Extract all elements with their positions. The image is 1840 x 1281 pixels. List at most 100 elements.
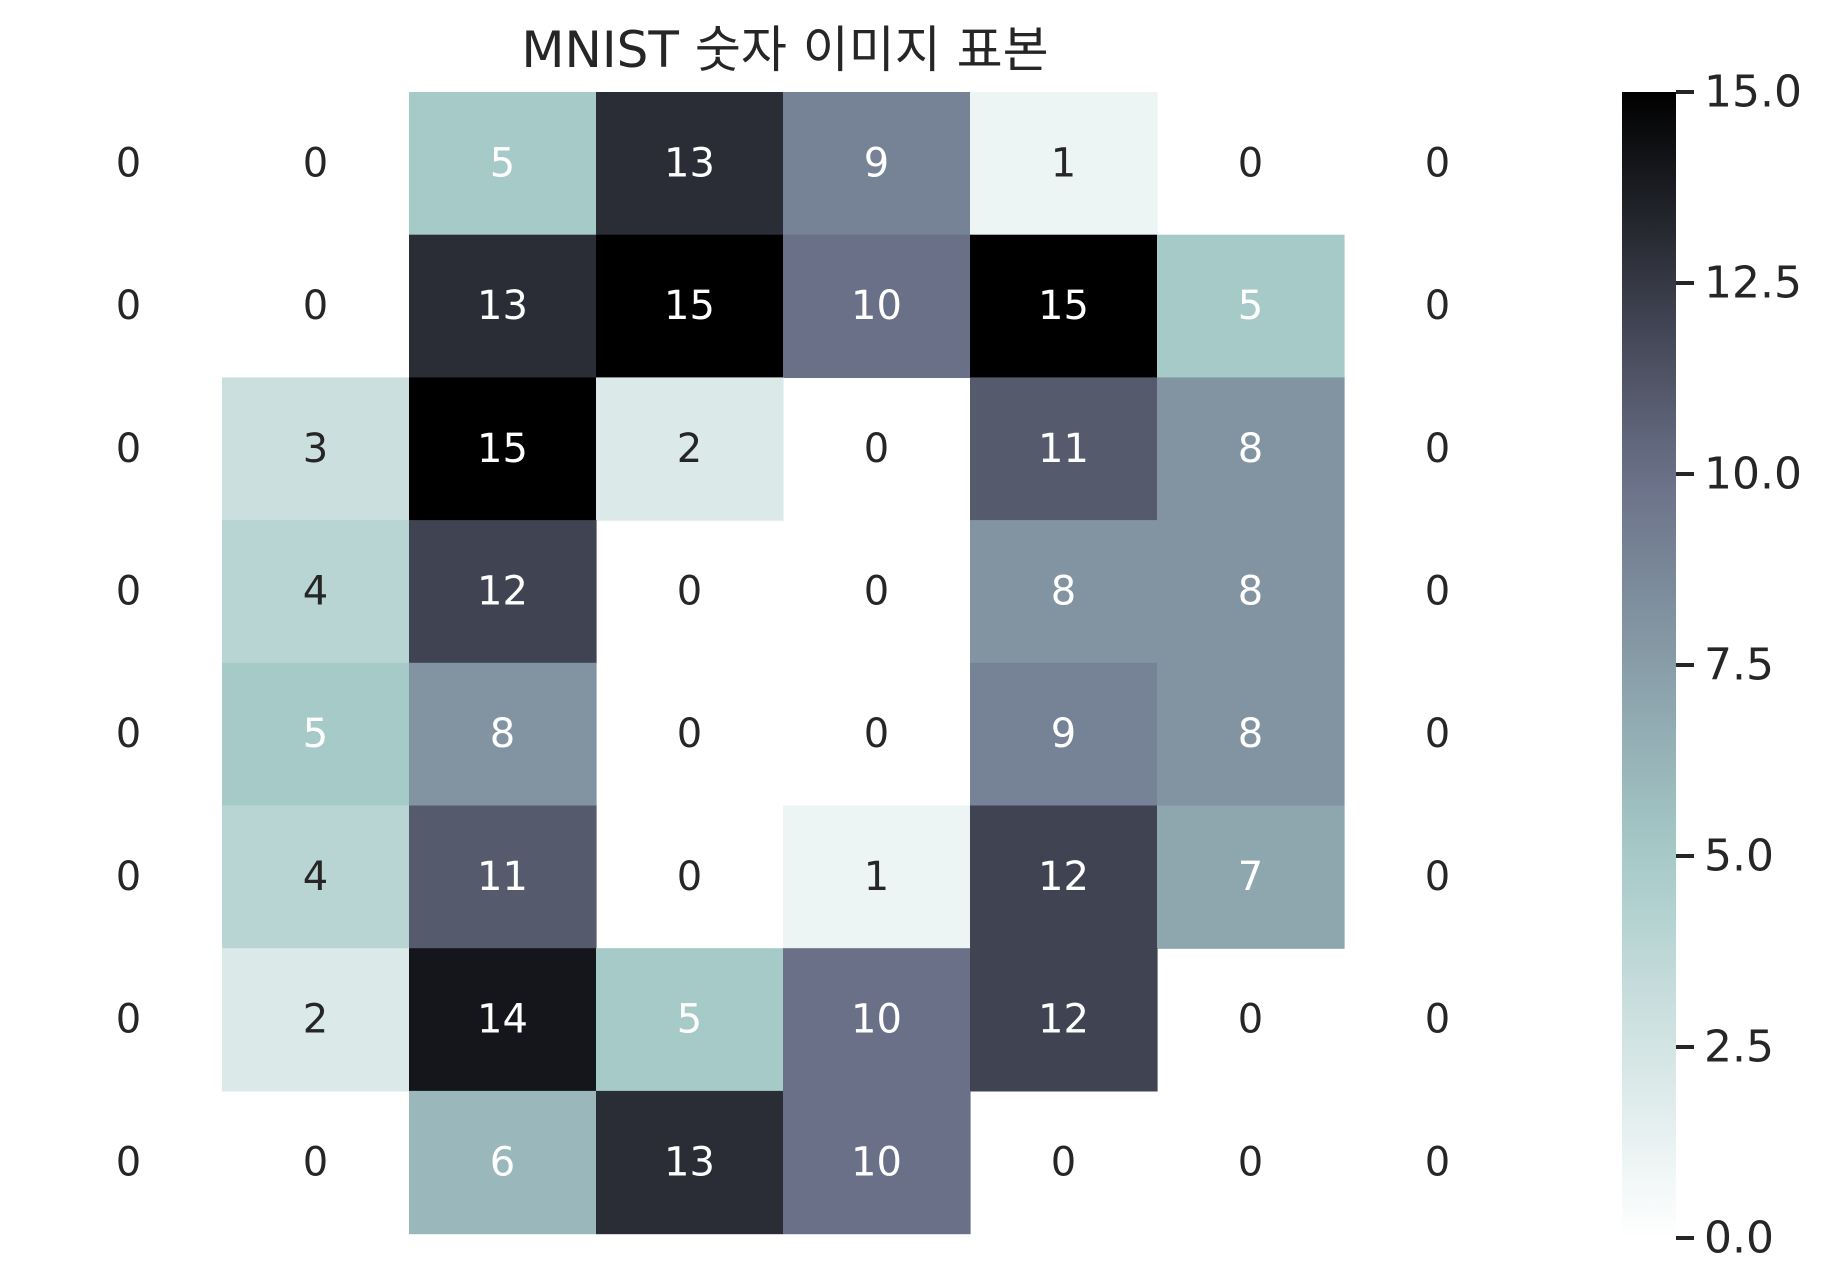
heatmap-cell-label: 0 [677, 568, 702, 614]
heatmap-cell [409, 520, 597, 664]
heatmap-cell [783, 1090, 971, 1235]
colorbar-tick-label: 7.5 [1704, 640, 1774, 691]
colorbar [1622, 92, 1676, 1238]
heatmap-cell [970, 92, 1158, 236]
heatmap-cell-label: 10 [851, 997, 902, 1043]
heatmap-cells [222, 92, 1345, 1235]
heatmap-cell-label: 10 [851, 283, 902, 329]
heatmap-cell [1157, 662, 1345, 807]
colorbar-tick-label: 15.0 [1704, 67, 1802, 118]
heatmap-cell-label: 0 [1425, 854, 1450, 900]
heatmap-cell-label: 10 [851, 1139, 902, 1185]
heatmap-cell-label: 0 [1238, 1139, 1263, 1185]
heatmap-cell-label: 4 [303, 568, 328, 614]
heatmap-cell-label: 8 [1051, 568, 1076, 614]
heatmap-cell-label: 0 [1238, 140, 1263, 186]
heatmap-cell [783, 92, 971, 236]
heatmap-cell [409, 805, 597, 949]
heatmap-cell-label: 0 [864, 568, 889, 614]
heatmap-cell-label: 0 [303, 283, 328, 329]
heatmap-cell-label: 0 [116, 1139, 141, 1185]
heatmap-cell [596, 92, 784, 236]
heatmap-cell-label: 0 [116, 140, 141, 186]
heatmap-cell-label: 0 [116, 568, 141, 614]
heatmap-cell-label: 0 [1425, 426, 1450, 472]
colorbar-tick-label: 12.5 [1704, 258, 1802, 309]
heatmap-cell [596, 948, 784, 1092]
heatmap-cell-label: 0 [1425, 997, 1450, 1043]
heatmap-cell [970, 377, 1158, 521]
heatmap-cell [222, 520, 410, 664]
heatmap-cell-label: 15 [664, 283, 715, 329]
heatmap-cell-label: 5 [1238, 283, 1263, 329]
heatmap-cell-label: 0 [864, 711, 889, 757]
heatmap-cell [409, 377, 597, 521]
heatmap-cell-label: 0 [864, 426, 889, 472]
heatmap-cell-label: 0 [116, 997, 141, 1043]
heatmap-cell-label: 11 [477, 854, 528, 900]
heatmap-cell-label: 8 [1238, 568, 1263, 614]
heatmap-cell-label: 11 [1038, 426, 1089, 472]
heatmap-cell-label: 5 [490, 140, 515, 186]
heatmap-cell-label: 13 [664, 140, 715, 186]
heatmap-cell [783, 948, 971, 1092]
heatmap-cell [970, 662, 1158, 807]
heatmap-cell-label: 0 [677, 854, 702, 900]
heatmap-cell [409, 948, 597, 1092]
heatmap-cell-label: 1 [864, 854, 889, 900]
heatmap-cell-label: 2 [303, 997, 328, 1043]
heatmap-cell-label: 0 [1425, 1139, 1450, 1185]
heatmap-cell-label: 0 [1425, 140, 1450, 186]
heatmap-cell-label: 12 [1038, 997, 1089, 1043]
heatmap-cell-label: 3 [303, 426, 328, 472]
heatmap-cell-label: 0 [1425, 283, 1450, 329]
heatmap-cell-label: 15 [1038, 283, 1089, 329]
heatmap-cell-label: 8 [1238, 711, 1263, 757]
heatmap-cell-label: 0 [677, 711, 702, 757]
colorbar-tick-label: 0.0 [1704, 1213, 1774, 1264]
heatmap-cell-label: 0 [1425, 568, 1450, 614]
heatmap-cell-label: 13 [664, 1139, 715, 1185]
heatmap-cell [970, 520, 1158, 664]
heatmap-cell-label: 1 [1051, 140, 1076, 186]
heatmap-cell [409, 662, 597, 807]
heatmap-cell [596, 1090, 784, 1235]
heatmap-cell [1157, 377, 1345, 521]
heatmap-cell-label: 0 [303, 140, 328, 186]
colorbar-tick-label: 10.0 [1704, 449, 1802, 500]
heatmap-cell-labels: 0 0 5 13 9 1 0 00 0 13 15 10 15 5 00 3 15 2 0 11 8 00 4 12 0 0 8 8 0… [116, 140, 1450, 1185]
heatmap-cell [970, 948, 1158, 1092]
heatmap-cell [409, 1090, 597, 1235]
heatmap-cell-label: 0 [1425, 711, 1450, 757]
heatmap-cell-label: 7 [1238, 854, 1263, 900]
heatmap-cell-label: 12 [1038, 854, 1089, 900]
heatmap-cell [783, 234, 971, 378]
heatmap-cell [222, 662, 410, 807]
heatmap-cell [1157, 805, 1345, 949]
colorbar-tick-label: 2.5 [1704, 1022, 1774, 1073]
heatmap-cell [409, 92, 597, 236]
heatmap-cell [596, 234, 784, 378]
heatmap-cell-label: 8 [1238, 426, 1263, 472]
heatmap-cell [1157, 234, 1345, 378]
colorbar-tick-label: 5.0 [1704, 831, 1774, 882]
heatmap-cell [783, 805, 971, 949]
chart-title: MNIST 숫자 이미지 표본 [521, 21, 1048, 79]
heatmap-cell [222, 377, 410, 521]
heatmap-cell-label: 0 [303, 1139, 328, 1185]
heatmap-cell-label: 4 [303, 854, 328, 900]
heatmap-cell-label: 9 [1051, 711, 1076, 757]
heatmap-cell [970, 234, 1158, 378]
heatmap-cell [596, 377, 784, 521]
heatmap-cell-label: 0 [1238, 997, 1263, 1043]
colorbar-ticks: 0.0 2.5 5.0 7.5 10.0 12.5 15.0 [1676, 67, 1802, 1264]
heatmap-cell-label: 0 [116, 854, 141, 900]
heatmap-cell-label: 2 [677, 426, 702, 472]
heatmap-cell [222, 948, 410, 1092]
heatmap-cell-label: 5 [677, 997, 702, 1043]
heatmap-cell-label: 0 [116, 426, 141, 472]
heatmap-cell-label: 8 [490, 711, 515, 757]
heatmap-cell-label: 14 [477, 997, 528, 1043]
heatmap-cell [409, 234, 597, 378]
